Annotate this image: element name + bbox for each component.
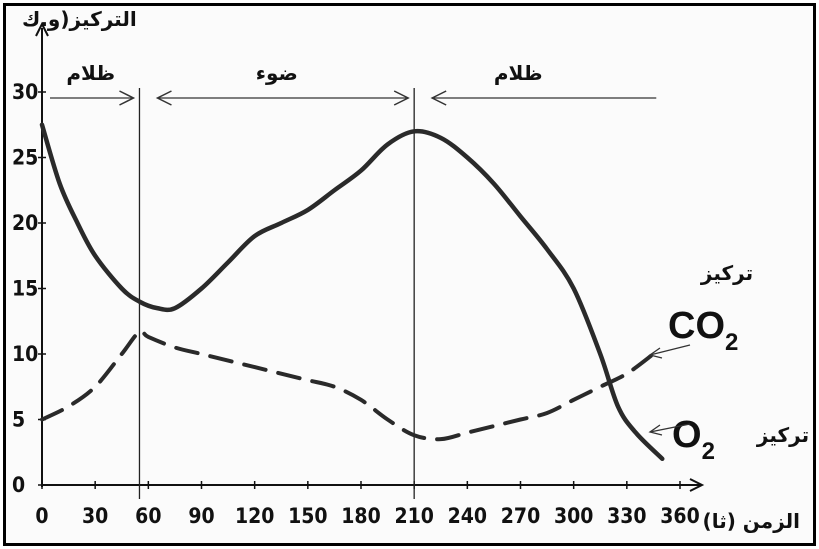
y-tick-label: 30 — [12, 80, 38, 104]
series-name-word: تركيز — [756, 423, 809, 447]
x-tick-label: 30 — [82, 504, 108, 528]
phase-label: ظلام — [66, 61, 115, 85]
series-formula-subscript: 2 — [725, 329, 738, 356]
y-axis-title: التركيز(و.ك — [22, 7, 137, 31]
x-axis-title: الزمن (ثا) — [703, 509, 800, 533]
series-pointer-line — [649, 344, 691, 356]
y-tick-label: 10 — [12, 342, 38, 366]
series-pointer-head — [648, 347, 663, 359]
y-tick-label: 15 — [12, 277, 38, 301]
y-tick-label: 25 — [12, 146, 38, 170]
phase-arrow-head — [155, 90, 172, 106]
phase-annotations: ظلام ضوء ظلام — [50, 61, 657, 499]
x-tick-label: 330 — [607, 504, 646, 528]
y-tick-label: 5 — [12, 408, 25, 432]
phase-label: ضوء — [256, 61, 298, 85]
phase-label: ظلام — [494, 61, 543, 85]
x-tick-label: 90 — [188, 504, 214, 528]
series-lines — [39, 122, 665, 462]
series-formula: O2 — [672, 414, 715, 465]
x-axis-arrow — [689, 478, 705, 492]
phase-arrow-head — [119, 90, 136, 106]
series-pointer-head — [648, 424, 663, 436]
x-tick-label: 150 — [288, 504, 327, 528]
x-tick-label: 120 — [235, 504, 274, 528]
x-tick-label: 210 — [394, 504, 433, 528]
axes — [35, 21, 705, 492]
x-tick-label: 60 — [135, 504, 161, 528]
x-tick-label: 180 — [341, 504, 380, 528]
co2-concentration-line — [40, 328, 656, 442]
x-tick-label: 270 — [501, 504, 540, 528]
series-formula-subscript: 2 — [702, 438, 715, 465]
series-pointer-line — [649, 423, 691, 433]
series-name-word: تركيز — [700, 261, 753, 285]
phase-arrow-head — [393, 90, 410, 106]
x-tick-label: 360 — [660, 504, 699, 528]
x-tick-label: 240 — [448, 504, 487, 528]
tick-labels: 0 30 60 90 120 150 180 210 240 270 300 330 360 0 5 10 15… — [12, 80, 700, 528]
y-axis-arrow — [35, 21, 49, 37]
y-tick-label: 20 — [12, 211, 38, 235]
x-tick-label: 0 — [35, 504, 48, 528]
x-tick-label: 300 — [554, 504, 593, 528]
y-tick-label: 0 — [12, 473, 25, 497]
chart-frame — [3, 3, 816, 546]
o2-concentration-line — [39, 122, 665, 462]
phase-arrow-head — [430, 90, 447, 106]
